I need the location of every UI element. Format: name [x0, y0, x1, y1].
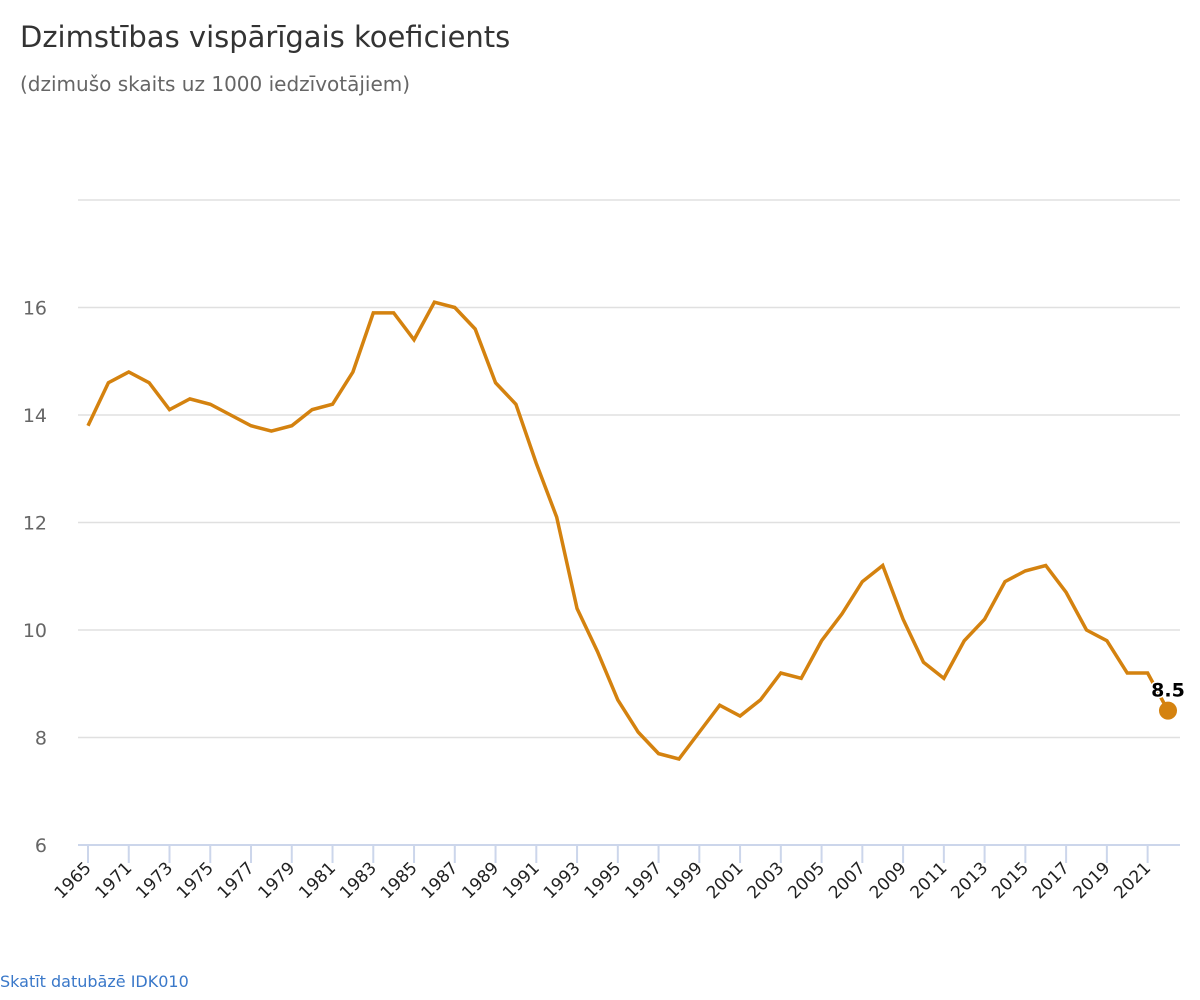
x-tick-label: 1975	[173, 858, 218, 903]
x-tick-label: 2007	[825, 858, 870, 903]
database-link[interactable]: Skatīt datubāzē IDK010	[0, 972, 189, 991]
x-tick-label: 1995	[581, 858, 626, 903]
x-tick-label: 2019	[1070, 858, 1115, 903]
data-label: 8.5	[1151, 680, 1185, 702]
x-tick-label: 1983	[336, 858, 381, 903]
x-tick-label: 1989	[458, 858, 503, 903]
x-tick-label: 2017	[1029, 858, 1074, 903]
x-tick-label: 2015	[988, 858, 1033, 903]
chart-subtitle: (dzimušo skaits uz 1000 iedzīvotājiem)	[20, 72, 411, 96]
chart-title: Dzimstības vispārīgais koeficients	[20, 20, 511, 54]
x-tick-label: 2011	[907, 858, 952, 903]
x-tick-label: 1997	[621, 858, 666, 903]
x-tick-label: 1993	[540, 858, 585, 903]
series-line	[86, 300, 1170, 761]
x-tick-label: 2003	[744, 858, 789, 903]
x-tick-label: 1999	[662, 858, 707, 903]
x-tick-label: 2013	[947, 858, 992, 903]
x-tick-label: 1973	[132, 858, 177, 903]
x-tick-label: 1977	[214, 858, 259, 903]
x-tick-label: 2021	[1110, 858, 1155, 903]
x-tick-label: 1981	[295, 858, 340, 903]
x-tick-label: 2009	[866, 858, 911, 903]
y-tick-label: 14	[23, 405, 47, 427]
x-tick-label: 2005	[784, 858, 829, 903]
data-point	[1159, 701, 1177, 720]
y-tick-label: 8	[35, 728, 47, 750]
y-tick-label: 6	[35, 835, 47, 857]
x-tick-label: 1987	[418, 858, 463, 903]
x-tick-label: 1965	[51, 858, 96, 903]
y-tick-label: 16	[23, 298, 47, 320]
x-tick-label: 1979	[255, 858, 300, 903]
y-tick-label: 12	[23, 513, 47, 535]
x-tick-label: 1991	[499, 858, 544, 903]
x-tick-label: 1985	[377, 858, 422, 903]
x-tick-label: 2001	[703, 858, 748, 903]
x-tick-label: 1971	[92, 858, 137, 903]
y-tick-label: 10	[23, 620, 47, 642]
